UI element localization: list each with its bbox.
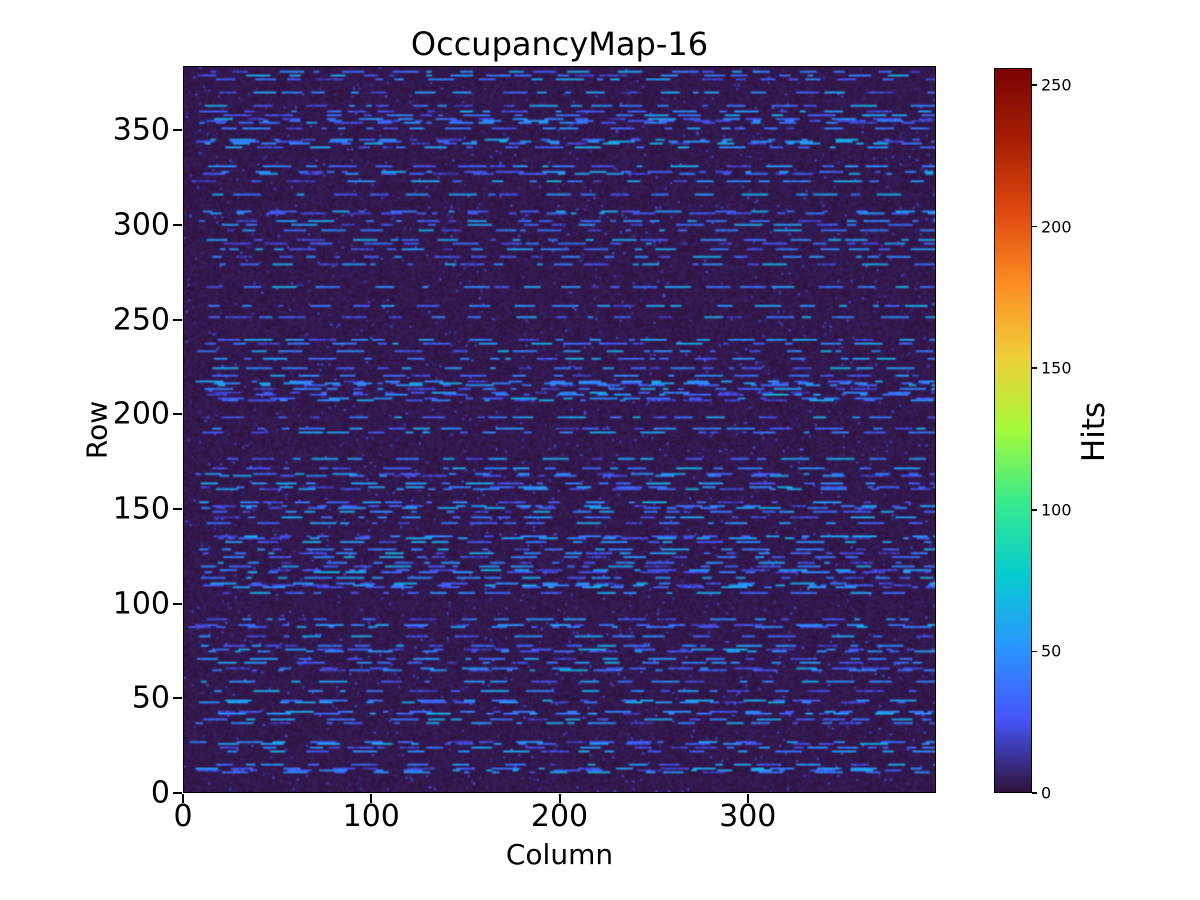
y-tick-mark bbox=[173, 508, 182, 511]
y-tick-label: 350 bbox=[112, 112, 170, 148]
x-tick-label: 0 bbox=[173, 799, 193, 834]
x-tick-label: 200 bbox=[530, 799, 589, 834]
y-axis-label: Row bbox=[80, 400, 114, 460]
colorbar bbox=[994, 68, 1032, 793]
chart-title: OccupancyMap-16 bbox=[410, 25, 709, 63]
colorbar-tick-mark bbox=[1032, 792, 1037, 794]
colorbar-label: Hits bbox=[1076, 401, 1112, 463]
colorbar-tick-mark bbox=[1032, 650, 1037, 653]
colorbar-tick-mark bbox=[1032, 84, 1037, 86]
y-tick-label: 300 bbox=[112, 207, 170, 243]
colorbar-tick-label: 250 bbox=[1041, 75, 1072, 95]
x-tick-mark bbox=[558, 794, 561, 803]
y-tick-label: 200 bbox=[112, 396, 170, 432]
colorbar-tick-label: 100 bbox=[1041, 500, 1072, 520]
y-tick-mark bbox=[173, 792, 182, 794]
y-tick-mark bbox=[173, 129, 182, 132]
y-tick-label: 150 bbox=[112, 491, 170, 527]
y-tick-mark bbox=[173, 224, 182, 227]
x-tick-mark bbox=[370, 794, 373, 803]
colorbar-tick-mark bbox=[1032, 509, 1037, 511]
y-tick-mark bbox=[173, 318, 182, 321]
colorbar-tick-label: 50 bbox=[1041, 641, 1062, 661]
x-tick-label: 100 bbox=[342, 799, 400, 834]
colorbar-tick-label: 0 bbox=[1041, 783, 1052, 803]
y-tick-label: 250 bbox=[112, 302, 170, 338]
y-tick-mark bbox=[173, 697, 182, 700]
colorbar-tick-mark bbox=[1032, 367, 1037, 369]
x-tick-mark bbox=[746, 794, 749, 803]
heatmap-plot-area bbox=[183, 66, 936, 793]
colorbar-tick-label: 200 bbox=[1041, 217, 1072, 237]
colorbar-tick-label: 150 bbox=[1041, 358, 1072, 378]
y-tick-label: 100 bbox=[112, 586, 170, 622]
heatmap-canvas bbox=[184, 67, 935, 792]
x-tick-label: 300 bbox=[719, 799, 777, 834]
y-tick-label: 50 bbox=[131, 680, 170, 716]
colorbar-tick-mark bbox=[1032, 225, 1037, 228]
y-tick-label: 0 bbox=[150, 775, 170, 811]
y-tick-mark bbox=[173, 413, 182, 416]
y-tick-mark bbox=[173, 602, 182, 605]
x-axis-label: Column bbox=[505, 838, 614, 871]
x-tick-mark bbox=[182, 794, 184, 803]
